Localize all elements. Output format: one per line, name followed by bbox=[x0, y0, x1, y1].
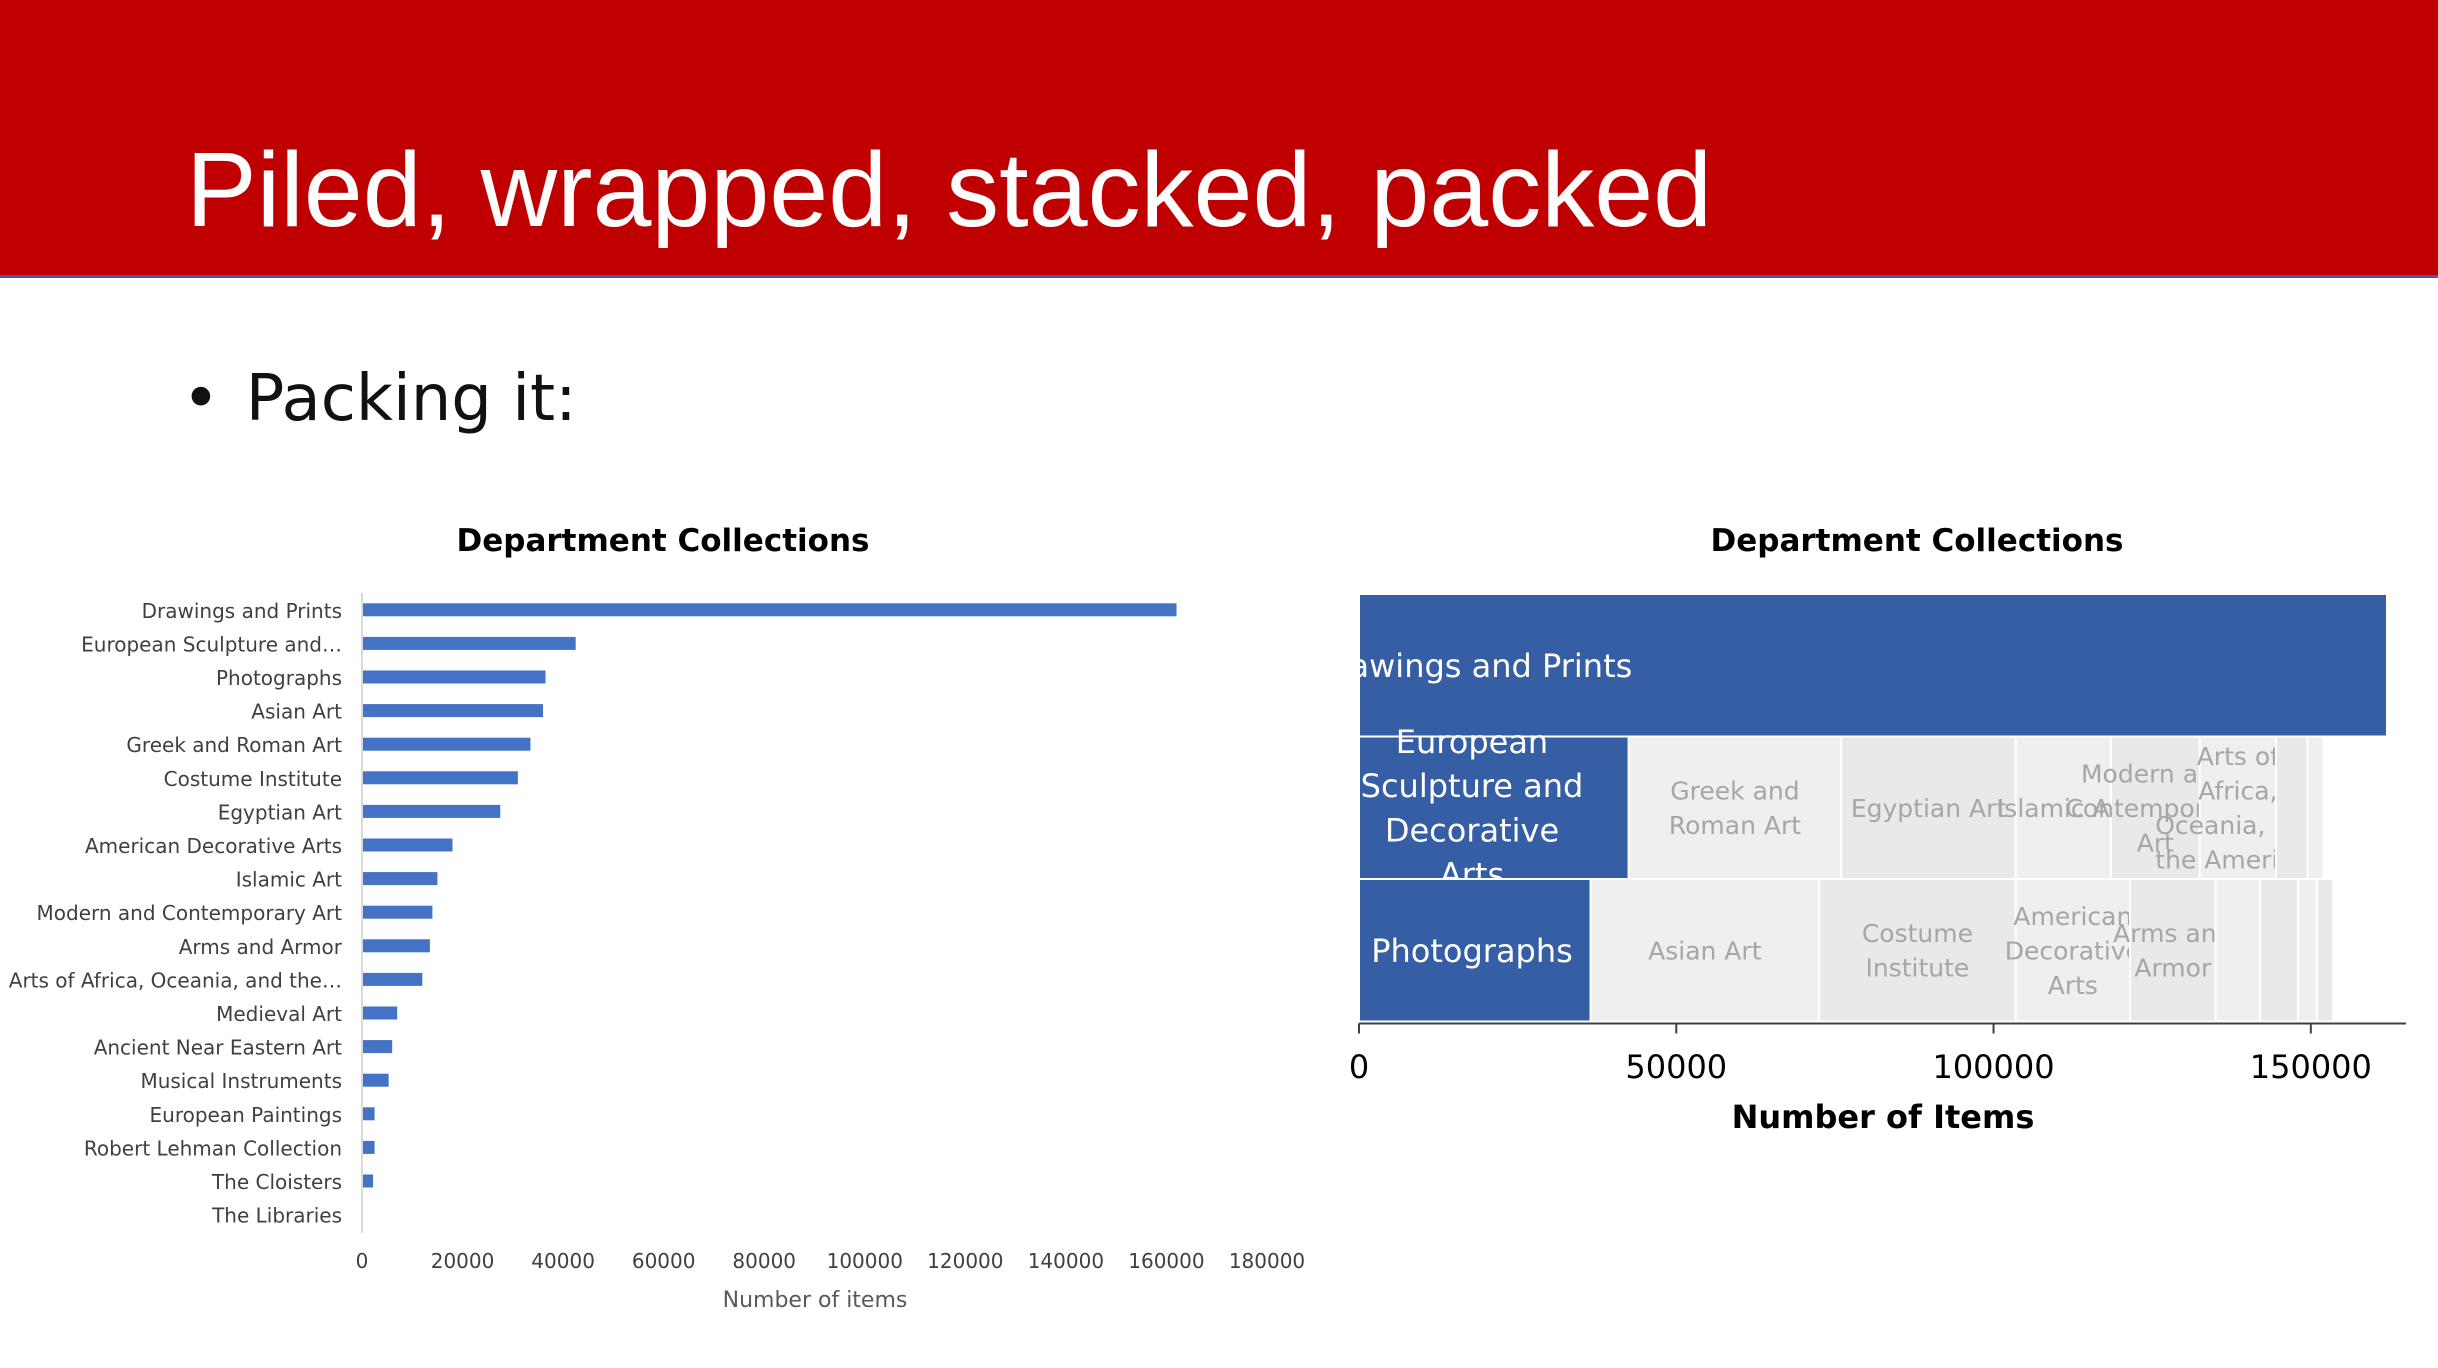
bar-category-label: Modern and Contemporary Art bbox=[37, 901, 343, 925]
bar-category-label: Arms and Armor bbox=[179, 935, 343, 959]
bar-x-tick-label: 40000 bbox=[531, 1249, 595, 1273]
treemap-cell-label: Asian Art bbox=[1648, 936, 1762, 965]
treemap-x-tick-label: 100000 bbox=[1932, 1048, 2054, 1086]
bar-category-label: Musical Instruments bbox=[140, 1069, 342, 1093]
slide-title: Piled, wrapped, stacked, packed bbox=[186, 131, 1713, 249]
treemap-cell bbox=[2297, 878, 2319, 1023]
treemap-cell-label: Islamic Art bbox=[1997, 794, 2130, 823]
treemap-cell bbox=[1358, 878, 1592, 1023]
treemap-x-tick-label: 50000 bbox=[1625, 1048, 1727, 1086]
bullet-text: Packing it: bbox=[245, 362, 577, 436]
bar-x-tick-label: 140000 bbox=[1028, 1249, 1104, 1273]
bar-category-label: Islamic Art bbox=[236, 868, 342, 892]
treemap-cell bbox=[2014, 878, 2131, 1023]
treemap-cell bbox=[2274, 735, 2309, 880]
bar-category-label: Asian Art bbox=[251, 700, 342, 724]
treemap-x-tick-label: 0 bbox=[1349, 1048, 1369, 1086]
bar-category-label: European Sculpture and… bbox=[81, 632, 342, 656]
bar-x-tick-label: 20000 bbox=[431, 1249, 495, 1273]
bar bbox=[362, 972, 423, 986]
bar-x-tick-label: 60000 bbox=[632, 1249, 696, 1273]
bar-category-label: Drawings and Prints bbox=[142, 599, 342, 623]
bar-category-label: European Paintings bbox=[150, 1103, 342, 1127]
treemap-x-label: Number of Items bbox=[1732, 1098, 2035, 1136]
treemap-cell bbox=[1358, 593, 2388, 738]
treemap-cell bbox=[1840, 735, 2017, 880]
bar-category-label: Costume Institute bbox=[164, 767, 342, 791]
bar bbox=[362, 737, 531, 751]
bar bbox=[362, 939, 430, 953]
bar bbox=[362, 1073, 389, 1087]
treemap-cell-label: Photographs bbox=[1371, 932, 1573, 970]
bar bbox=[362, 1040, 393, 1054]
bar-category-label: American Decorative Arts bbox=[85, 834, 342, 858]
treemap-x-tick-label: 150000 bbox=[2250, 1048, 2372, 1086]
treemap-cell-label: Egyptian Art bbox=[1851, 794, 2007, 823]
treemap-cell bbox=[1358, 735, 1630, 880]
bar bbox=[362, 1174, 374, 1188]
treemap-chart-title: Department Collections bbox=[1711, 523, 2124, 559]
title-bar: Piled, wrapped, stacked, packed bbox=[0, 0, 2438, 278]
treemap-cell bbox=[1589, 878, 1821, 1023]
treemap-cell-label: Costume Institute bbox=[1862, 919, 1973, 983]
bar bbox=[362, 704, 543, 718]
bar bbox=[362, 872, 438, 886]
bar-category-label: Medieval Art bbox=[216, 1002, 342, 1026]
treemap-cell bbox=[2214, 878, 2262, 1023]
bullet-point: • Packing it: bbox=[182, 362, 577, 436]
bar bbox=[362, 636, 576, 650]
bar-x-tick-label: 160000 bbox=[1128, 1249, 1204, 1273]
bar-category-label: Robert Lehman Collection bbox=[84, 1136, 342, 1160]
bar-category-label: Egyptian Art bbox=[218, 800, 342, 824]
bar-x-tick-label: 100000 bbox=[827, 1249, 903, 1273]
treemap-cell-label: European Sculpture and Decorative Arts bbox=[1361, 723, 1584, 893]
treemap-cell-label: Arms and Armor bbox=[2113, 919, 2232, 983]
bar bbox=[362, 603, 1177, 617]
treemap-cell-label: Greek and Roman Art bbox=[1669, 777, 1801, 841]
bar bbox=[362, 1006, 398, 1020]
bar-x-tick-label: 0 bbox=[356, 1249, 369, 1273]
bar-category-label: Ancient Near Eastern Art bbox=[94, 1036, 342, 1060]
treemap-cell bbox=[1818, 878, 2017, 1023]
bar-x-tick-label: 180000 bbox=[1229, 1249, 1305, 1273]
treemap-cell-label: American Decorative Arts bbox=[2005, 902, 2141, 1000]
bar-x-tick-label: 80000 bbox=[732, 1249, 796, 1273]
bar-category-label: The Cloisters bbox=[211, 1170, 342, 1194]
bar-category-label: Photographs bbox=[216, 666, 342, 690]
bar bbox=[362, 905, 433, 919]
treemap-cell bbox=[1627, 735, 1843, 880]
bar-category-label: Greek and Roman Art bbox=[126, 733, 342, 757]
bullet-dot: • bbox=[182, 362, 220, 436]
treemap-cell-label: Drawings and Prints bbox=[1312, 647, 1633, 685]
bar-category-label: Arts of Africa, Oceania, and the… bbox=[9, 968, 342, 992]
bar bbox=[362, 1107, 375, 1121]
treemap-cell bbox=[2259, 878, 2300, 1023]
bar-x-tick-label: 120000 bbox=[927, 1249, 1003, 1273]
bar-category-label: The Libraries bbox=[211, 1204, 342, 1228]
bar-chart-title: Department Collections bbox=[457, 523, 870, 559]
bar bbox=[362, 804, 501, 818]
bar-chart-x-label: Number of items bbox=[723, 1288, 908, 1313]
treemap-cell bbox=[2306, 735, 2325, 880]
bar bbox=[362, 838, 453, 852]
treemap-cell bbox=[2128, 878, 2217, 1023]
bar bbox=[362, 771, 518, 785]
bar bbox=[362, 670, 546, 684]
treemap-cell bbox=[2316, 878, 2335, 1023]
bar bbox=[362, 1140, 375, 1154]
treemap-cell bbox=[2109, 735, 2201, 880]
